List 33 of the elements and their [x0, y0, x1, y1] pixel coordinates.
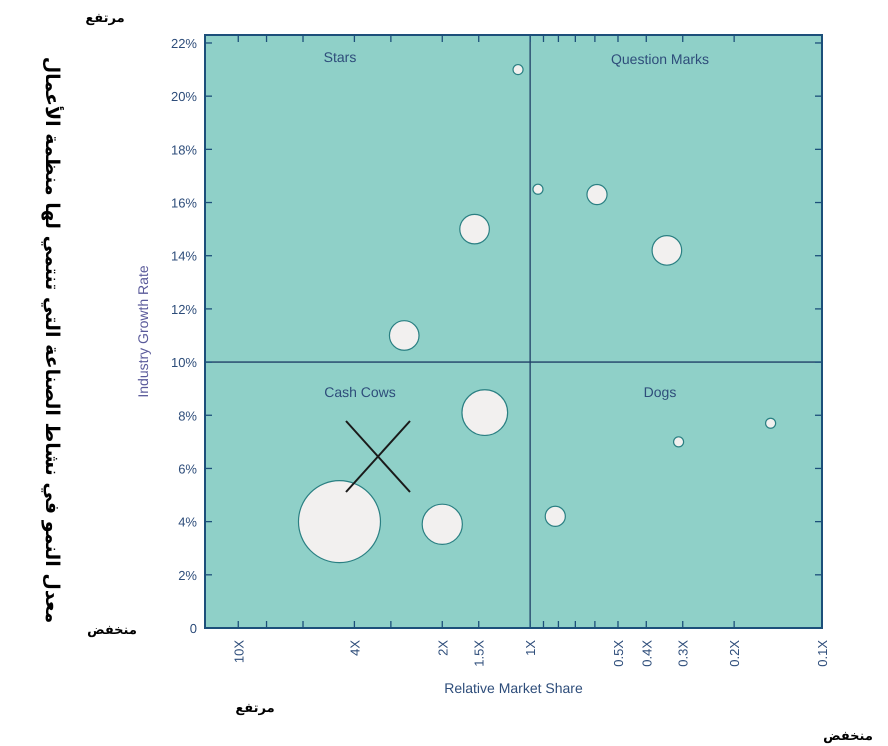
y-tick-label: 18% — [170, 142, 198, 158]
x-tick-label: 0.4X — [639, 640, 654, 667]
annotation: Question Marks — [610, 51, 710, 67]
x-tick-label: 0.5X — [610, 640, 626, 667]
text: مرتفع — [85, 11, 125, 26]
text: مرتفع — [235, 701, 275, 716]
y-tick-label: 4% — [178, 514, 198, 530]
y-tick-label: 20% — [170, 89, 198, 104]
y-axis-title: Industry Growth Rate — [135, 265, 151, 398]
y-tick-label: 6% — [178, 461, 198, 476]
annotation: Dogs — [644, 384, 676, 400]
text: منخفض — [87, 623, 137, 638]
x-tick-label: 10X — [231, 640, 246, 664]
annotation: Cash Cows — [324, 384, 396, 400]
annotation: Stars — [324, 49, 356, 65]
y-tick-label: 0 — [190, 621, 197, 636]
y-tick-label: 12% — [170, 302, 198, 317]
x-tick-label: 2X — [435, 640, 450, 656]
y-tick-label: 10% — [170, 355, 198, 370]
y-tick-label: 16% — [170, 196, 198, 211]
text: معدل النمو في نشاط الصناعة التي تنتمي لها منظمة الأعمال — [41, 56, 64, 624]
y-tick-label: 14% — [170, 248, 198, 264]
x-tick-label: 0.3X — [676, 640, 691, 667]
y-tick-label: 2% — [178, 568, 198, 583]
text: منخفض — [823, 729, 873, 744]
x-tick-label: 4X — [347, 640, 362, 656]
y-tick-label: 22% — [170, 36, 198, 51]
x-axis-title: Relative Market Share — [444, 680, 583, 696]
x-tick-label: 0.1X — [815, 640, 830, 667]
x-tick-label: 0.2X — [727, 640, 742, 667]
x-tick-label: 1.5X — [472, 640, 487, 667]
x-tick-label: 1X — [523, 640, 538, 656]
y-tick-label: 8% — [178, 408, 198, 424]
